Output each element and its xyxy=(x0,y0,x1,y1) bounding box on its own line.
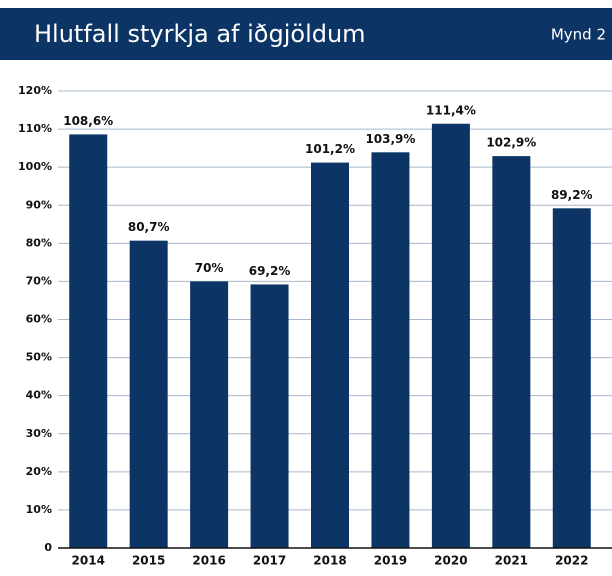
chart-subtitle: Mynd 2 xyxy=(551,26,606,44)
y-tick-label: 0 xyxy=(44,541,52,554)
y-tick-label: 120% xyxy=(18,84,52,97)
header-band xyxy=(0,8,612,60)
y-tick-label: 70% xyxy=(26,274,52,287)
chart-title: Hlutfall styrkja af iðgjöldum xyxy=(34,20,366,48)
x-tick-label: 2019 xyxy=(374,554,407,568)
value-label: 70% xyxy=(195,261,224,275)
y-tick-label: 10% xyxy=(26,503,52,516)
bar xyxy=(431,123,470,549)
bar xyxy=(492,156,531,548)
value-label: 80,7% xyxy=(128,220,170,234)
value-label: 108,6% xyxy=(63,114,113,128)
x-tick-label: 2014 xyxy=(72,554,105,568)
bar xyxy=(371,152,410,549)
value-label: 69,2% xyxy=(249,264,291,278)
y-tick-label: 100% xyxy=(18,160,52,173)
x-tick-label: 2022 xyxy=(555,554,588,568)
x-tick-label: 2015 xyxy=(132,554,165,568)
y-tick-label: 90% xyxy=(26,198,52,211)
value-label: 101,2% xyxy=(305,142,355,156)
value-label: 111,4% xyxy=(426,103,476,117)
y-tick-label: 110% xyxy=(18,122,52,135)
bar xyxy=(552,208,591,548)
y-tick-label: 50% xyxy=(26,351,52,364)
bar xyxy=(311,162,349,548)
x-tick-label: 2016 xyxy=(192,554,225,568)
x-tick-label: 2018 xyxy=(313,554,346,568)
bar xyxy=(250,284,289,548)
x-tick-label: 2021 xyxy=(495,554,528,568)
y-tick-label: 80% xyxy=(26,236,52,249)
bar xyxy=(190,281,229,548)
bar xyxy=(129,240,168,549)
x-tick-label: 2020 xyxy=(434,554,467,568)
y-tick-label: 60% xyxy=(26,313,52,326)
bar xyxy=(69,134,108,549)
y-tick-label: 40% xyxy=(26,389,52,402)
value-label: 103,9% xyxy=(365,132,415,146)
value-label: 89,2% xyxy=(551,188,593,202)
y-tick-label: 20% xyxy=(26,465,52,478)
value-label: 102,9% xyxy=(486,136,536,150)
x-tick-label: 2017 xyxy=(253,554,286,568)
y-tick-label: 30% xyxy=(26,427,52,440)
